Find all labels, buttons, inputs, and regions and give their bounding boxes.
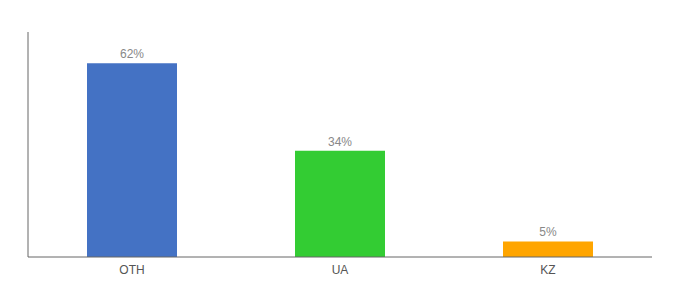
svg-text:KZ: KZ xyxy=(540,263,555,277)
svg-text:34%: 34% xyxy=(328,135,352,149)
svg-text:5%: 5% xyxy=(539,225,557,239)
svg-text:OTH: OTH xyxy=(119,263,144,277)
svg-text:62%: 62% xyxy=(120,47,144,61)
svg-text:UA: UA xyxy=(332,263,349,277)
